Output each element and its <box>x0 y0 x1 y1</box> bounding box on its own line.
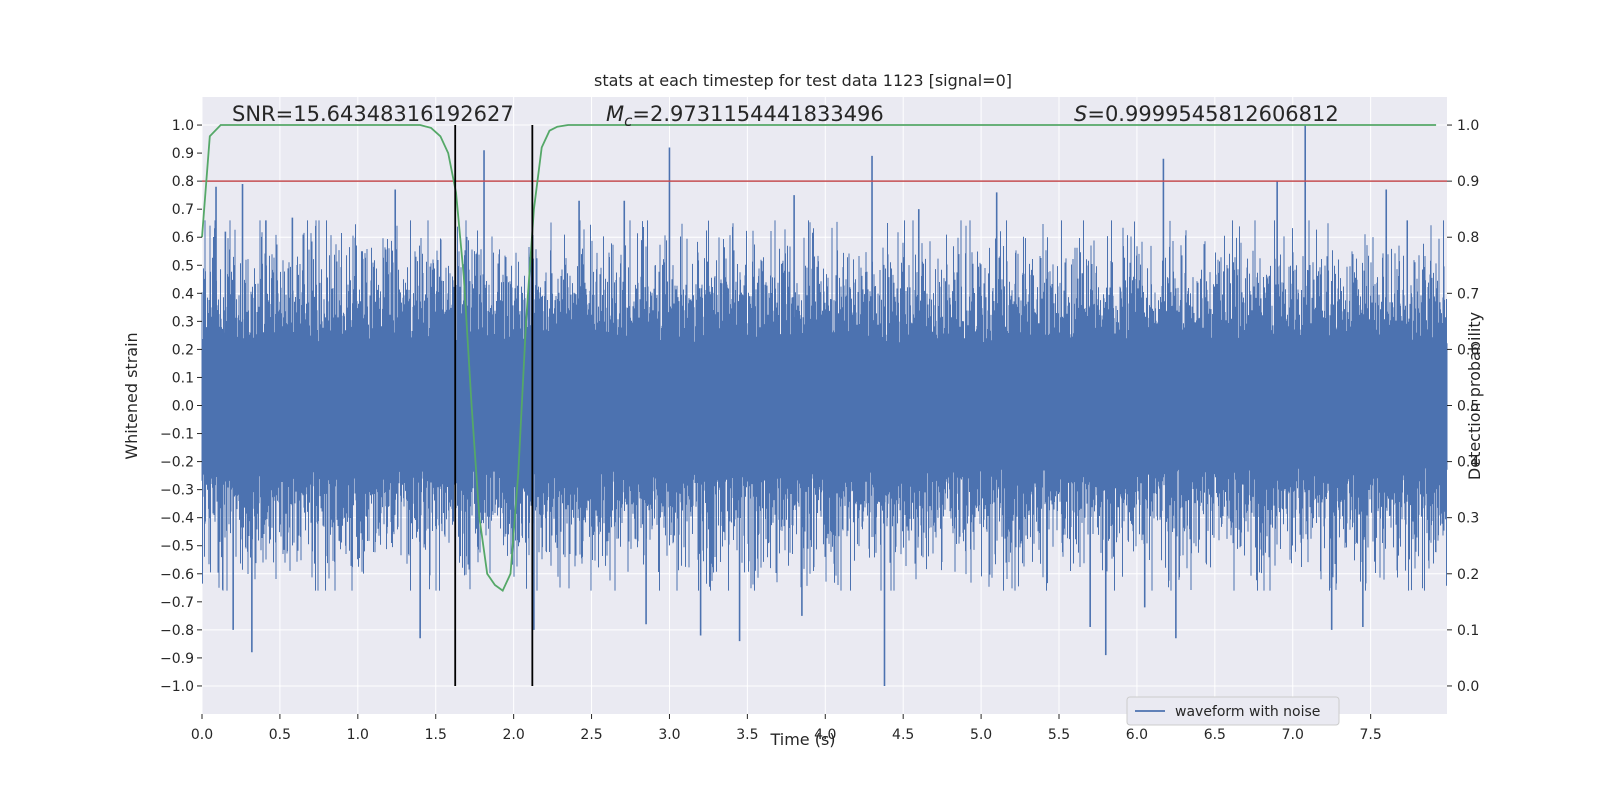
waveform-spikes <box>215 125 1388 686</box>
x-tick-label-12: 6.0 <box>1126 727 1148 743</box>
chirp-mass-subscript: c <box>624 112 633 130</box>
series-waveform-with-noise <box>201 220 1448 591</box>
y-tick-label-11: 0.1 <box>172 370 194 386</box>
y2-tick-label-6: 0.6 <box>1457 342 1479 358</box>
x-tick-label-4: 2.0 <box>503 727 525 743</box>
x-tick-label-8: 4.0 <box>814 727 836 743</box>
y-tick-label-14: 0.4 <box>172 286 194 302</box>
y-tick-label-2: −0.8 <box>160 623 194 639</box>
y-tick-label-17: 0.7 <box>172 202 194 218</box>
x-tick-label-3: 1.5 <box>425 727 447 743</box>
y-tick-label-5: −0.5 <box>160 539 194 555</box>
x-tick-label-13: 6.5 <box>1204 727 1226 743</box>
s-value: =0.9999545812606812 <box>1087 102 1338 126</box>
y2-tick-label-5: 0.5 <box>1457 399 1479 415</box>
y-tick-label-9: −0.1 <box>160 427 194 443</box>
y-tick-label-7: −0.3 <box>160 483 194 499</box>
x-axis-label: Time (s) <box>769 730 835 749</box>
chart-title: stats at each timestep for test data 112… <box>594 71 1012 90</box>
y2-tick-label-7: 0.7 <box>1457 286 1479 302</box>
y-tick-label-0: −1.0 <box>160 679 194 695</box>
x-tick-labels: 0.0 0.5 1.0 1.5 2.0 2.5 3.0 3.5 4.0 4.5 5.0 5.5 6.0 6… <box>191 714 1382 743</box>
y-tick-labels-left: −1.0 −0.9 −0.8 −0.7 −0.6 −0.5 −0.4 −0.3 −0.2 −0.1… <box>160 118 202 695</box>
s-symbol: S <box>1074 102 1087 126</box>
x-tick-label-9: 4.5 <box>892 727 914 743</box>
y2-tick-label-0: 0.0 <box>1457 679 1479 695</box>
overlay-lines <box>201 124 1447 686</box>
x-tick-label-14: 7.0 <box>1282 727 1304 743</box>
y-tick-label-6: −0.4 <box>160 511 194 527</box>
waveform-with-noise-line <box>201 220 1448 591</box>
legend: waveform with noise <box>1126 696 1340 726</box>
x-tick-label-10: 5.0 <box>970 727 992 743</box>
legend-box <box>1126 696 1340 726</box>
y-tick-label-4: −0.6 <box>160 567 194 583</box>
y-tick-label-3: −0.7 <box>160 595 194 611</box>
chirp-mass-annotation: Mc=2.9731154441833496 <box>606 102 884 130</box>
y2-tick-label-2: 0.2 <box>1457 567 1479 583</box>
snr-annotation: SNR=15.64348316192627 <box>232 102 514 126</box>
x-tick-label-0: 0.0 <box>191 727 213 743</box>
y2-tick-label-8: 0.8 <box>1457 230 1479 246</box>
chirp-mass-symbol: M <box>606 102 624 126</box>
x-tick-label-2: 1.0 <box>347 727 369 743</box>
y-tick-label-13: 0.3 <box>172 314 194 330</box>
y2-tick-label-3: 0.3 <box>1457 511 1479 527</box>
y-axis-label: Whitened strain <box>122 332 141 459</box>
s-annotation: S=0.9999545812606812 <box>1074 102 1339 126</box>
x-tick-label-6: 3.0 <box>658 727 680 743</box>
y2-tick-label-9: 0.9 <box>1457 174 1479 190</box>
y-tick-label-15: 0.5 <box>172 258 194 274</box>
chirp-mass-value: =2.9731154441833496 <box>632 102 883 126</box>
y2-tick-label-10: 1.0 <box>1457 118 1479 134</box>
legend-entry-label: waveform with noise <box>1175 704 1320 720</box>
y-tick-label-8: −0.2 <box>160 455 194 471</box>
y2-axis-label: Detection probability <box>1465 312 1484 480</box>
y-tick-label-18: 0.8 <box>172 174 194 190</box>
y-tick-label-19: 0.9 <box>172 146 194 162</box>
x-tick-label-7: 3.5 <box>736 727 758 743</box>
y-tick-label-16: 0.6 <box>172 230 194 246</box>
y-tick-label-20: 1.0 <box>172 118 194 134</box>
detection-probability-line <box>201 124 1437 592</box>
x-tick-label-15: 7.5 <box>1360 727 1382 743</box>
y2-tick-label-4: 0.4 <box>1457 455 1479 471</box>
x-tick-label-5: 2.5 <box>580 727 602 743</box>
x-tick-label-11: 5.5 <box>1048 727 1070 743</box>
y-tick-label-12: 0.2 <box>172 342 194 358</box>
y-tick-label-10: 0.0 <box>172 399 194 415</box>
x-tick-label-1: 0.5 <box>269 727 291 743</box>
y-tick-label-1: −0.9 <box>160 651 194 667</box>
y2-tick-label-1: 0.1 <box>1457 623 1479 639</box>
y-tick-labels-right: 0.0 0.1 0.2 0.3 0.4 0.5 0.6 0.7 0.8 0.9 1.0 <box>1447 118 1479 695</box>
